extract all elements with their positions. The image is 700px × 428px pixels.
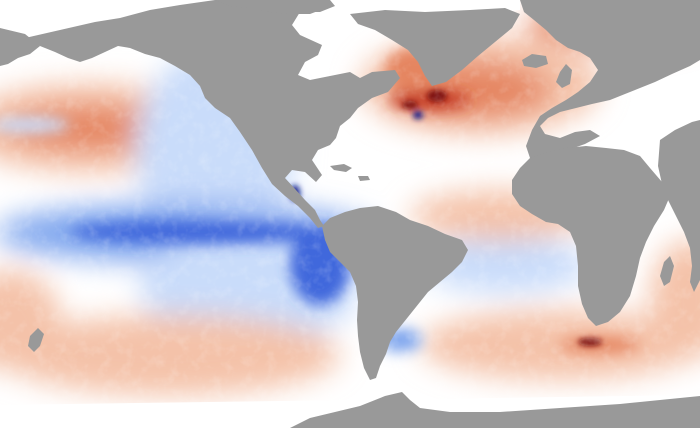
eurasia-land bbox=[520, 0, 700, 162]
antarctica-land bbox=[290, 392, 700, 428]
south-america-land bbox=[322, 206, 468, 380]
new-zealand-land bbox=[28, 328, 44, 352]
africa-land bbox=[512, 146, 670, 326]
greenland-land bbox=[350, 8, 520, 86]
asia-east-land bbox=[658, 120, 700, 292]
madagascar-land bbox=[660, 256, 674, 286]
north-america-land bbox=[25, 0, 400, 228]
iceland-land bbox=[522, 54, 548, 68]
alaska-peninsula-land bbox=[0, 28, 40, 66]
arctic-archipelago-land bbox=[215, 0, 330, 14]
uk-land bbox=[556, 64, 572, 88]
caribbean-islands-land bbox=[330, 164, 370, 181]
